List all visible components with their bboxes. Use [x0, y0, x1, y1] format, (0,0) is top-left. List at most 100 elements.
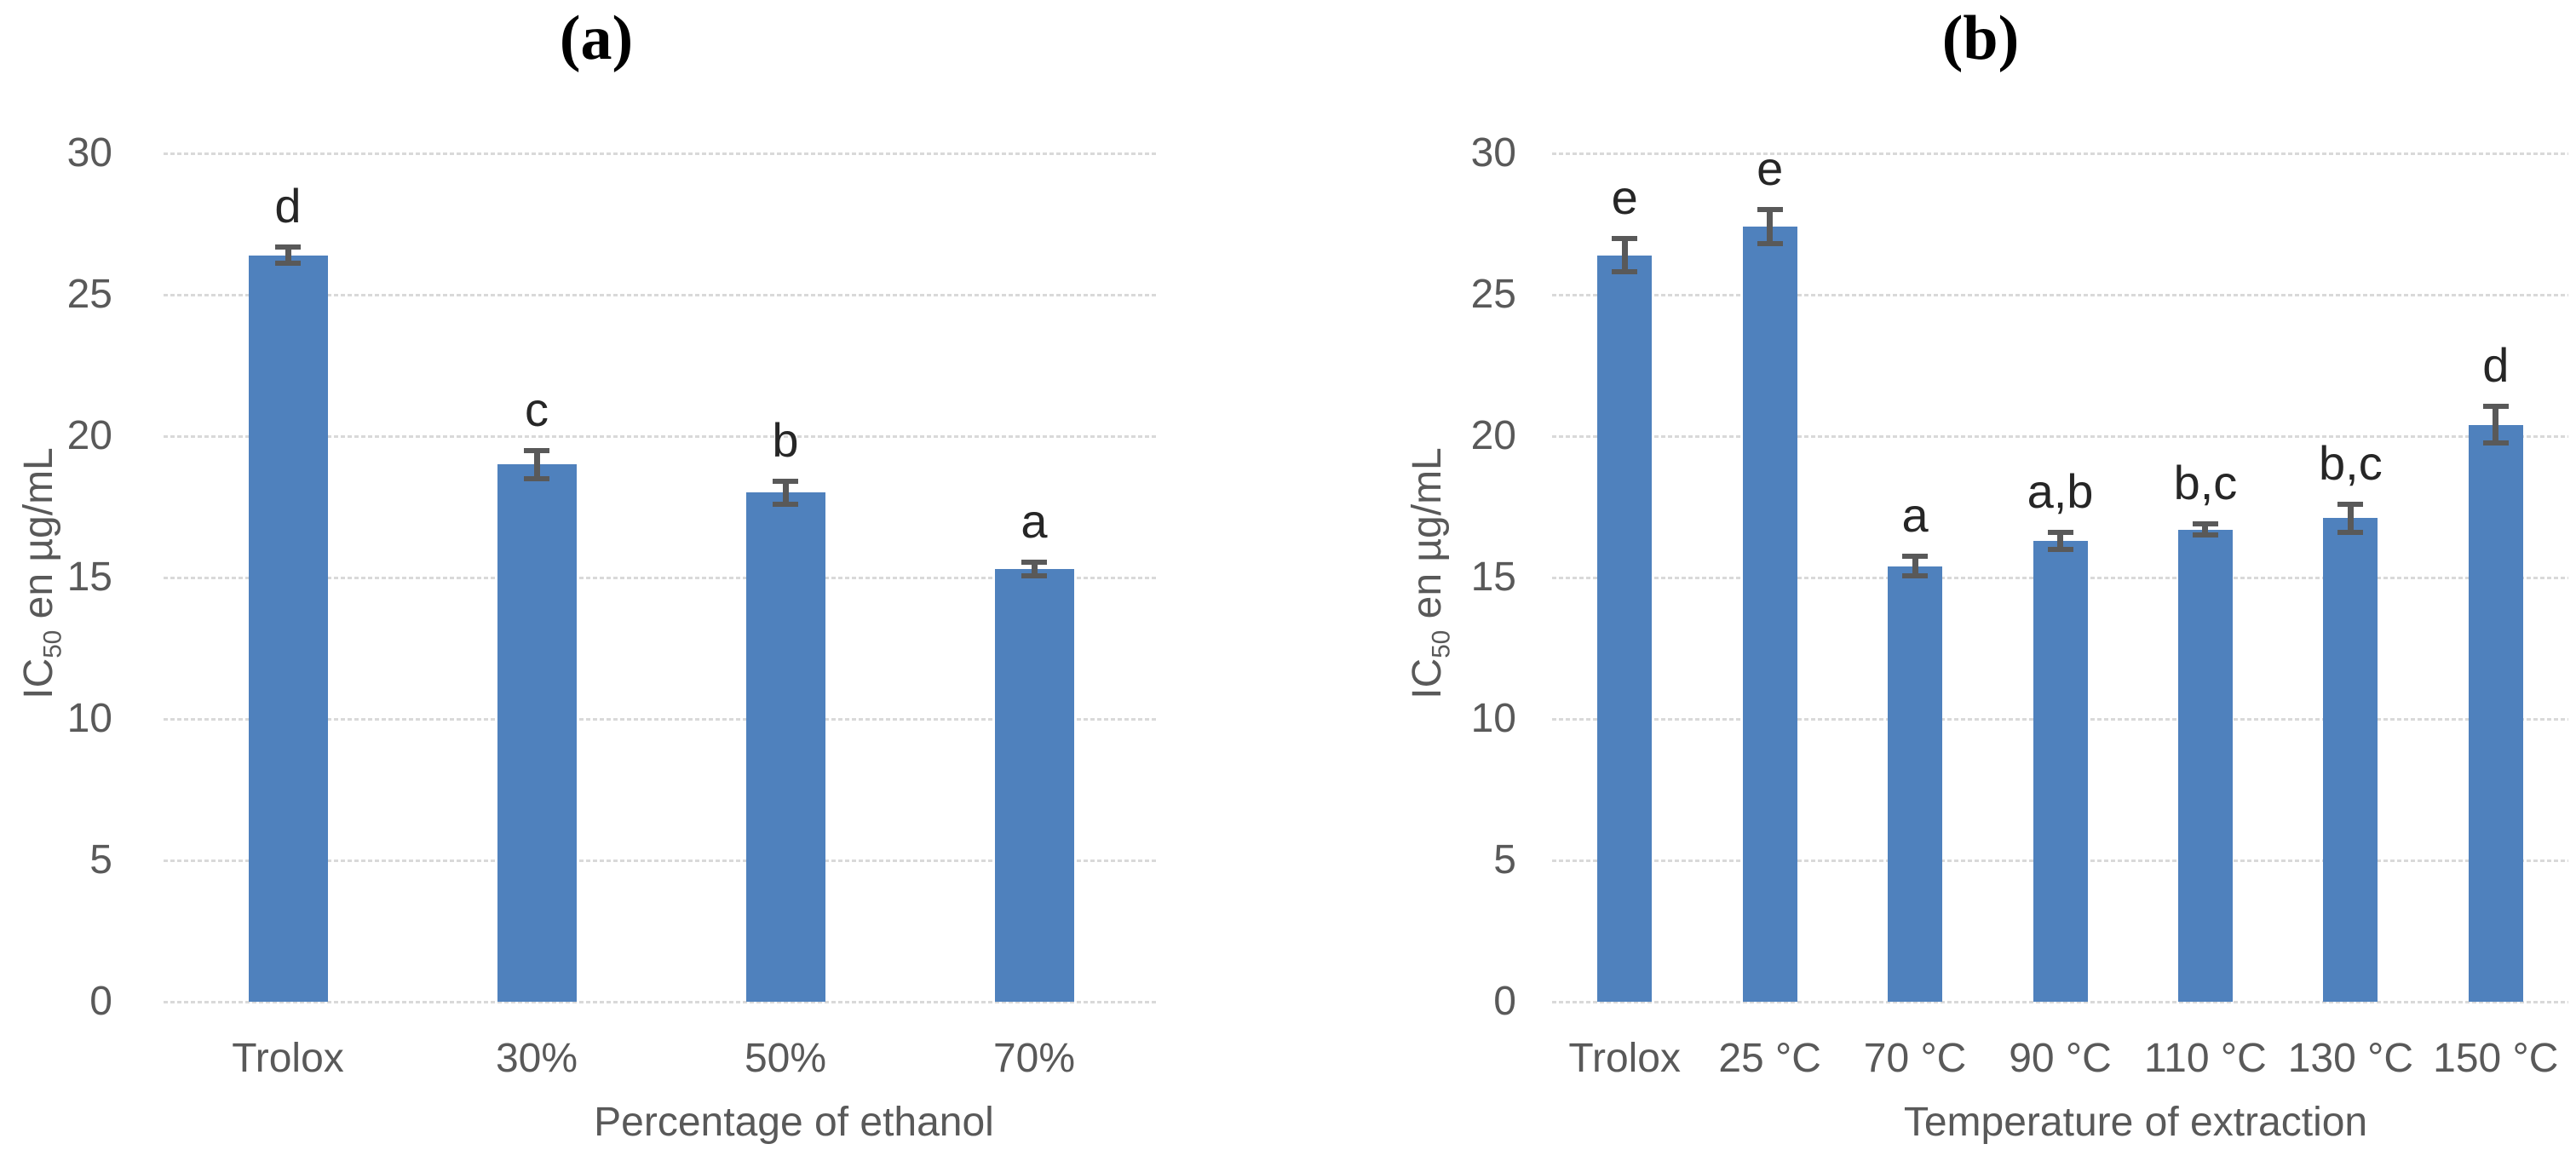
- panel-b-gridline-25: [1552, 294, 2568, 296]
- panel-a-error-bar-3: [1031, 561, 1038, 577]
- panel-b-error-cap-bottom-5: [2337, 529, 2364, 535]
- panel-b-error-bar-0: [1621, 238, 1628, 273]
- panel-a-error-cap-bottom-0: [275, 261, 301, 267]
- panel-b-gridline-30: [1552, 152, 2568, 155]
- panel-b-significance-label-4: b,c: [2173, 455, 2238, 509]
- y-axis-title-unit: en µg/mL: [1405, 447, 1450, 630]
- panel-a-bar-2: [745, 492, 825, 1002]
- panel-b-y-tick-label-20: 20: [1470, 413, 1516, 458]
- panel-b-title: (b): [1941, 3, 2020, 73]
- panel-a-y-tick-label-5: 5: [89, 837, 112, 882]
- panel-b-significance-label-5: b,c: [2318, 435, 2383, 490]
- panel-a-error-cap-bottom-2: [773, 501, 798, 507]
- panel-a-bar-1: [497, 464, 577, 1002]
- panel-b-significance-label-0: e: [1611, 170, 1638, 224]
- panel-b-y-tick-label-15: 15: [1470, 555, 1516, 600]
- panel-a-significance-label-1: c: [525, 382, 549, 436]
- y-axis-title-unit: en µg/mL: [16, 447, 61, 630]
- panel-b-y-tick-label-10: 10: [1470, 696, 1516, 741]
- panel-b-bar-4: [2177, 529, 2233, 1002]
- panel-a-significance-label-3: a: [1021, 493, 1048, 548]
- panel-a-title: (a): [559, 3, 634, 73]
- panel-a-error-cap-top-1: [524, 447, 549, 453]
- panel-b-x-axis-title: Temperature of extraction: [1903, 1100, 2368, 1145]
- panel-b-error-cap-bottom-4: [2192, 532, 2218, 538]
- panel-b-bar-0: [1597, 255, 1653, 1002]
- panel-b-x-tick-label-1: 25 °C: [1718, 1036, 1821, 1081]
- panel-b-error-bar-4: [2202, 523, 2209, 536]
- y-axis-title-subscript: 50: [38, 629, 67, 658]
- panel-b-significance-label-1: e: [1757, 141, 1784, 196]
- panel-a-x-tick-label-3: 70%: [992, 1036, 1076, 1081]
- panel-a-y-tick-label-15: 15: [66, 555, 112, 600]
- panel-a-significance-label-0: d: [274, 178, 302, 233]
- panel-a-y-tick-label-30: 30: [66, 130, 112, 175]
- panel-a-y-tick-label-20: 20: [66, 413, 112, 458]
- panel-a-error-bar-1: [533, 450, 540, 479]
- panel-a-gridline-10: [164, 718, 1159, 721]
- panel-b-error-cap-bottom-3: [2047, 546, 2073, 552]
- panel-b-x-tick-label-4: 110 °C: [2144, 1036, 2267, 1081]
- panel-b-bar-5: [2323, 518, 2378, 1002]
- panel-b-bar-6: [2468, 424, 2523, 1002]
- panel-b-x-tick-label-5: 130 °C: [2287, 1036, 2413, 1081]
- panel-a-error-cap-top-3: [1021, 559, 1047, 565]
- panel-a-bar-0: [248, 255, 328, 1002]
- panel-b-significance-label-6: d: [2482, 338, 2510, 393]
- panel-a-x-tick-label-1: 30%: [495, 1036, 578, 1081]
- panel-b-x-tick-label-0: Trolox: [1568, 1036, 1681, 1081]
- panel-a-error-cap-bottom-3: [1021, 573, 1047, 579]
- panel-b-error-bar-2: [1912, 556, 1918, 577]
- panel-a-x-tick-label-0: Trolox: [232, 1036, 344, 1081]
- panel-b-error-bar-6: [2493, 406, 2499, 444]
- panel-b-x-tick-label-3: 90 °C: [2009, 1036, 2112, 1081]
- panel-a-error-bar-2: [782, 481, 789, 504]
- panel-b-error-cap-top-0: [1612, 235, 1638, 241]
- panel-b-error-bar-3: [2057, 532, 2063, 549]
- panel-a-gridline-20: [164, 435, 1159, 438]
- panel-b-significance-label-3: a,b: [2027, 463, 2094, 518]
- panel-a-gridline-30: [164, 152, 1159, 155]
- panel-a-y-tick-label-10: 10: [66, 696, 112, 741]
- y-axis-title-prefix: IC: [16, 658, 61, 699]
- panel-b-error-cap-bottom-6: [2482, 440, 2509, 446]
- panel-b-y-tick-label-5: 5: [1493, 837, 1516, 882]
- panel-a-error-bar-0: [285, 246, 291, 264]
- panel-a-error-cap-bottom-1: [524, 475, 549, 481]
- panel-a-error-cap-top-0: [275, 244, 301, 250]
- panel-a-x-axis-title: Percentage of ethanol: [594, 1100, 994, 1145]
- panel-b-error-bar-5: [2347, 503, 2354, 532]
- y-axis-title-prefix: IC: [1405, 658, 1450, 699]
- panel-a-gridline-25: [164, 294, 1159, 296]
- panel-b-error-cap-top-3: [2047, 529, 2073, 535]
- panel-b-gridline-0: [1552, 1001, 2568, 1003]
- panel-b-x-tick-label-6: 150 °C: [2433, 1036, 2559, 1081]
- panel-a-y-tick-label-0: 0: [89, 979, 112, 1024]
- panel-b-error-cap-top-6: [2482, 404, 2509, 410]
- panel-b-error-cap-top-1: [1757, 207, 1783, 213]
- y-axis-title-subscript: 50: [1427, 629, 1456, 658]
- panel-a-x-tick-label-2: 50%: [744, 1036, 827, 1081]
- panel-b-error-cap-bottom-1: [1757, 241, 1783, 247]
- panel-a-gridline-15: [164, 577, 1159, 579]
- panel-b-error-cap-top-5: [2337, 501, 2364, 507]
- panel-b-bar-2: [1888, 566, 1943, 1002]
- panel-a-gridline-0: [164, 1001, 1159, 1003]
- panel-b-error-bar-1: [1767, 210, 1774, 244]
- panel-b-bar-3: [2033, 540, 2088, 1002]
- panel-a-gridline-5: [164, 859, 1159, 862]
- panel-b-y-tick-label-25: 25: [1470, 272, 1516, 317]
- panel-b-y-tick-label-0: 0: [1493, 979, 1516, 1024]
- panel-b-error-cap-bottom-2: [1902, 573, 1929, 579]
- panel-b-error-cap-top-4: [2192, 520, 2218, 526]
- panel-b-error-cap-bottom-0: [1612, 269, 1638, 275]
- panel-a-bar-3: [994, 569, 1074, 1002]
- panel-b-y-tick-label-30: 30: [1470, 130, 1516, 175]
- panel-b-bar-1: [1742, 227, 1797, 1002]
- panel-b-error-cap-top-2: [1902, 554, 1929, 560]
- panel-b-gridline-20: [1552, 435, 2568, 438]
- panel-a-significance-label-2: b: [772, 413, 799, 468]
- panel-a-error-cap-top-2: [773, 479, 798, 485]
- panel-b-significance-label-2: a: [1901, 488, 1929, 543]
